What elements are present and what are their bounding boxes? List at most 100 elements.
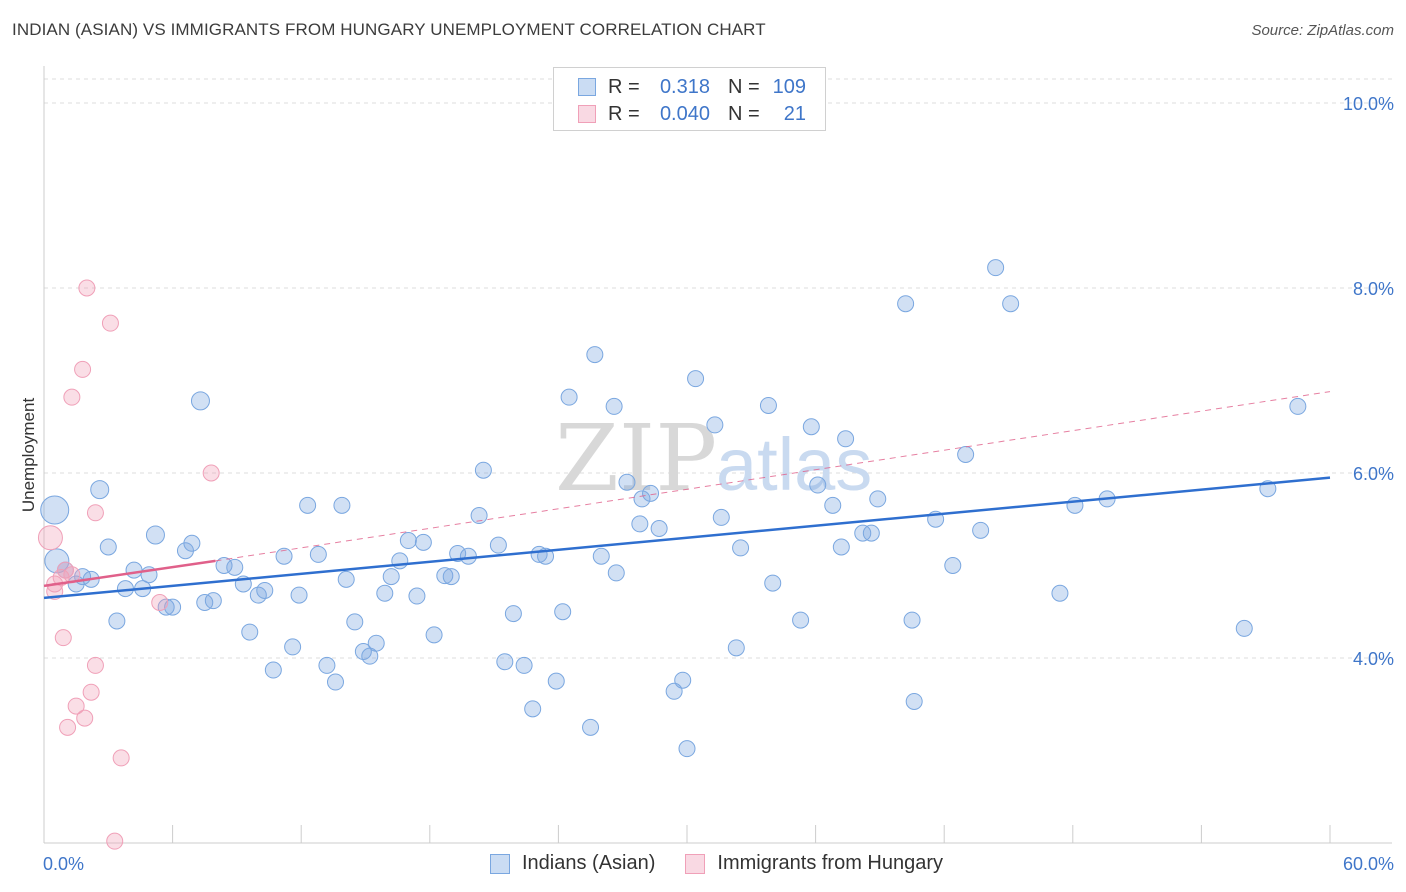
y-tick-label: 6.0%: [1353, 464, 1394, 484]
indians-point: [905, 692, 923, 710]
hungary-trend-line: [43, 559, 216, 588]
indians-point: [449, 544, 467, 562]
indians-point: [436, 567, 454, 585]
indians-point: [944, 557, 962, 574]
indians-point: [862, 524, 880, 542]
indians-point: [987, 259, 1005, 277]
indians-point: [196, 594, 214, 611]
legend-swatch-blue: [490, 853, 510, 874]
indians-point: [496, 653, 514, 671]
indians-point: [832, 538, 850, 556]
hungary-point: [202, 464, 220, 482]
indians-point: [712, 508, 730, 526]
indians-point: [592, 547, 610, 565]
indians-point: [241, 623, 259, 641]
indians-point: [125, 561, 143, 579]
legend-swatch-pink: [578, 105, 596, 123]
x-tick-label-min: 0.0%: [43, 854, 84, 874]
indians-point: [183, 534, 201, 552]
indians-point: [256, 581, 274, 599]
indians-point: [190, 391, 210, 411]
indians-point: [650, 520, 668, 537]
indians-point: [869, 490, 887, 508]
legend-r-value: 0.318: [659, 75, 710, 98]
y-axis-label: Unemployment: [19, 398, 38, 513]
indians-point: [1289, 397, 1307, 415]
indians-point: [759, 396, 777, 414]
legend-item-hungary: Immigrants from Hungary: [685, 852, 943, 875]
indians-point: [391, 552, 409, 570]
y-tick-label: 10.0%: [1343, 94, 1394, 114]
indians-point: [489, 536, 507, 554]
indians-point: [903, 611, 921, 629]
legend-row-hungary: R = 0.040 N = 21: [578, 101, 806, 127]
indians-point: [854, 524, 872, 542]
indians-point: [145, 525, 165, 545]
indians-point: [90, 480, 110, 500]
hungary-point: [37, 525, 63, 551]
legend-label-hungary: Immigrants from Hungary: [717, 852, 944, 874]
indians-point: [215, 557, 233, 574]
indians-point: [802, 418, 820, 436]
indians-point: [809, 476, 827, 494]
legend-swatch-pink: [685, 853, 706, 874]
indians-point: [642, 484, 660, 502]
indians-point: [582, 718, 600, 736]
indians-point: [346, 613, 364, 631]
indians-point: [524, 700, 542, 718]
y-tick-labels: 4.0% 6.0% 8.0% 10.0%: [1343, 94, 1394, 669]
hungary-point: [76, 709, 94, 727]
indians-point: [1051, 584, 1069, 602]
indians-point: [284, 638, 302, 656]
indians-point: [1002, 295, 1020, 313]
indians-point: [99, 538, 117, 556]
indians-point: [442, 568, 460, 586]
indians-point: [1235, 619, 1253, 637]
indians-point: [727, 639, 745, 657]
axes: [43, 66, 1392, 844]
y-tick-label: 8.0%: [1353, 279, 1394, 299]
indians-point: [674, 671, 692, 689]
indians-point: [560, 388, 578, 406]
indians-point: [515, 656, 533, 674]
legend-n-label: N =: [728, 102, 760, 125]
indians-point: [732, 539, 750, 557]
indians-point: [459, 547, 477, 565]
hungary-point: [82, 683, 100, 701]
legend-label-indians: Indians (Asian): [522, 852, 656, 874]
hungary-point: [101, 314, 119, 332]
legend-n-value: 109: [772, 75, 806, 98]
indians-point: [333, 496, 351, 514]
indians-point: [607, 564, 625, 582]
hungary-point: [112, 749, 130, 767]
indians-point: [309, 545, 327, 563]
series-legend: Indians (Asian) Immigrants from Hungary: [490, 852, 973, 875]
y-tick-label: 4.0%: [1353, 649, 1394, 669]
indians-point: [837, 430, 855, 448]
chart-title: INDIAN (ASIAN) VS IMMIGRANTS FROM HUNGAR…: [12, 20, 766, 39]
legend-n-label: N =: [728, 75, 760, 98]
indians-point: [897, 295, 915, 313]
x-tick-label-max: 60.0%: [1343, 854, 1394, 874]
grid-lines: [44, 78, 1392, 659]
indians-point: [399, 532, 417, 550]
indians-point: [972, 521, 990, 539]
indians-point: [408, 587, 426, 605]
legend-r-label: R =: [608, 75, 640, 98]
indians-point: [44, 548, 70, 574]
indians-point: [382, 568, 400, 586]
indians-point: [367, 634, 385, 652]
indians-point: [957, 446, 975, 463]
indians-point: [605, 397, 623, 415]
legend-r-value: 0.040: [659, 102, 710, 125]
hungary-point: [151, 594, 169, 611]
indians-trend-line: [43, 476, 1331, 600]
hungary-point: [78, 279, 96, 297]
hungary-point: [59, 718, 77, 736]
indians-point: [326, 673, 344, 691]
legend-row-indians: R = 0.318 N = 109: [578, 74, 806, 100]
hungary-point: [106, 832, 124, 850]
indians-point: [554, 603, 572, 621]
indians-point: [337, 570, 355, 588]
